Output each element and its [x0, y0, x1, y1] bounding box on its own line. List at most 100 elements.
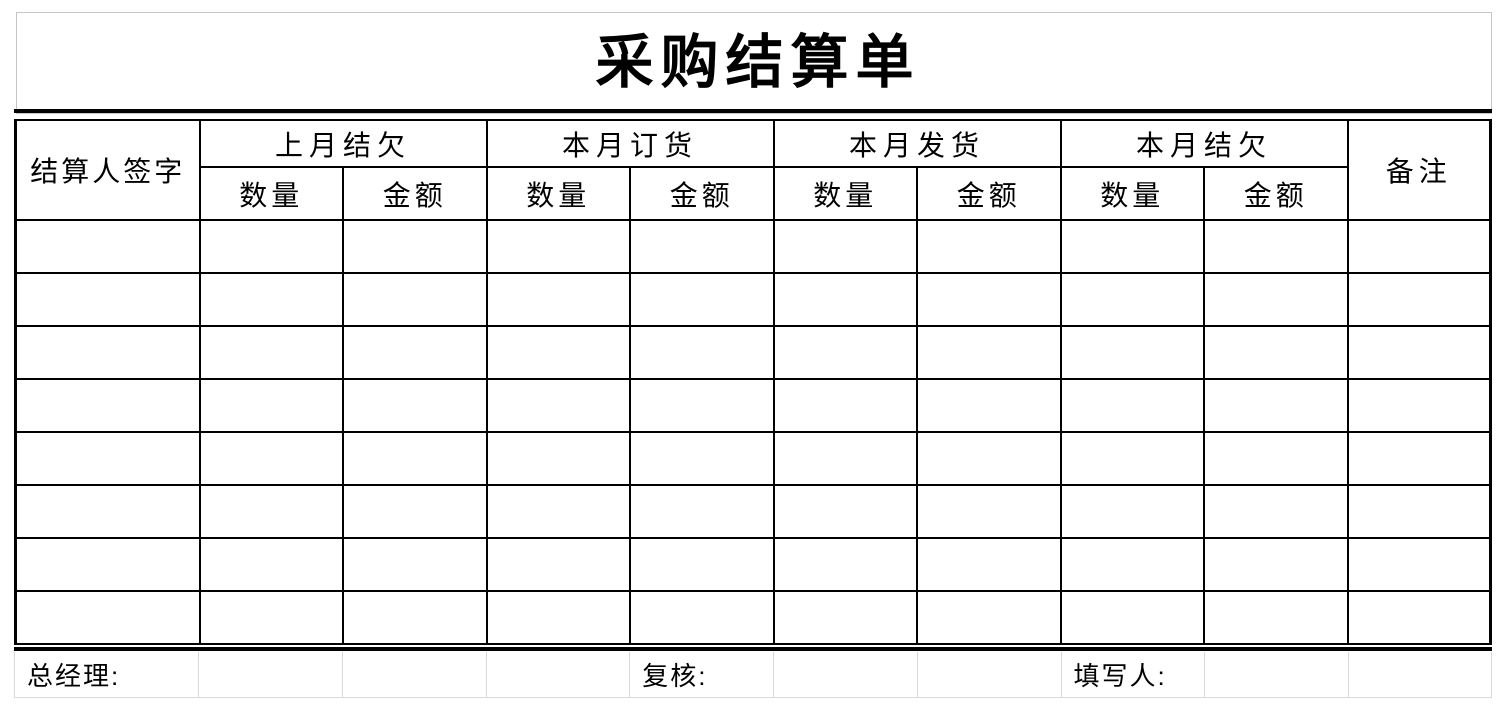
empty-cell — [1203, 219, 1349, 274]
empty-cell — [14, 590, 201, 645]
empty-cell — [629, 325, 775, 380]
empty-cell — [1059, 378, 1205, 433]
empty-cell — [916, 378, 1062, 433]
header-group-month-balance: 本月结欠 — [1059, 119, 1349, 168]
empty-cell — [1059, 272, 1205, 327]
empty-cell — [1203, 537, 1349, 592]
header-group-last-month-balance: 上月结欠 — [198, 119, 488, 168]
empty-cell — [916, 431, 1062, 486]
header-quantity: 数量 — [485, 166, 631, 221]
empty-cell — [772, 590, 918, 645]
empty-cell — [14, 484, 201, 539]
empty-cell — [772, 431, 918, 486]
empty-cell — [14, 537, 201, 592]
empty-cell — [629, 219, 775, 274]
table-bottom-rule — [14, 647, 1492, 651]
empty-cell — [342, 484, 488, 539]
empty-cell — [1346, 590, 1492, 645]
table-row — [14, 272, 1492, 327]
empty-cell — [14, 219, 201, 274]
table-row — [14, 219, 1492, 274]
empty-cell — [1346, 484, 1492, 539]
empty-cell — [198, 219, 344, 274]
header-group-month-orders: 本月订货 — [485, 119, 775, 168]
signature-cell — [341, 652, 487, 698]
signature-cell — [485, 652, 631, 698]
header-signer: 结算人签字 — [14, 119, 201, 221]
table-row — [14, 537, 1492, 592]
header-amount: 金额 — [916, 166, 1062, 221]
table-row — [14, 484, 1492, 539]
signature-strip: 总经理: 复核: 填写人: — [14, 652, 1492, 698]
empty-cell — [772, 537, 918, 592]
settlement-table: 结算人签字 上月结欠 本月订货 本月发货 本月结欠 备注 数量 金额 数量 金额… — [14, 119, 1492, 645]
title-box: 采购结算单 — [16, 12, 1492, 114]
empty-cell — [629, 378, 775, 433]
empty-cell — [1059, 484, 1205, 539]
general-manager-cell: 总经理: — [14, 652, 199, 698]
empty-cell — [1346, 378, 1492, 433]
empty-cell — [1203, 378, 1349, 433]
empty-cell — [629, 537, 775, 592]
header-amount: 金额 — [342, 166, 488, 221]
empty-cell — [198, 325, 344, 380]
empty-cell — [916, 219, 1062, 274]
empty-cell — [916, 272, 1062, 327]
table-row — [14, 590, 1492, 645]
table-row — [14, 378, 1492, 433]
header-quantity: 数量 — [772, 166, 918, 221]
empty-cell — [916, 590, 1062, 645]
empty-cell — [629, 590, 775, 645]
empty-cell — [342, 431, 488, 486]
empty-cell — [772, 378, 918, 433]
signature-cell — [1204, 652, 1349, 698]
empty-cell — [485, 325, 631, 380]
table-body — [14, 219, 1492, 645]
empty-cell — [198, 378, 344, 433]
empty-cell — [916, 484, 1062, 539]
empty-cell — [772, 272, 918, 327]
empty-cell — [1346, 325, 1492, 380]
empty-cell — [198, 272, 344, 327]
table-row — [14, 431, 1492, 486]
empty-cell — [342, 325, 488, 380]
header-amount: 金额 — [1203, 166, 1349, 221]
empty-cell — [485, 272, 631, 327]
empty-cell — [342, 590, 488, 645]
empty-cell — [485, 590, 631, 645]
empty-cell — [1059, 537, 1205, 592]
empty-cell — [198, 484, 344, 539]
empty-cell — [1203, 272, 1349, 327]
empty-cell — [772, 219, 918, 274]
empty-cell — [1203, 590, 1349, 645]
empty-cell — [629, 272, 775, 327]
empty-cell — [1059, 590, 1205, 645]
empty-cell — [1059, 219, 1205, 274]
header-quantity: 数量 — [1059, 166, 1205, 221]
empty-cell — [1059, 325, 1205, 380]
empty-cell — [1203, 431, 1349, 486]
empty-cell — [1059, 431, 1205, 486]
empty-cell — [772, 325, 918, 380]
empty-cell — [916, 325, 1062, 380]
table-top-rule — [14, 109, 1492, 113]
header-remarks: 备注 — [1346, 119, 1492, 221]
empty-cell — [342, 219, 488, 274]
header-amount: 金额 — [629, 166, 775, 221]
header-sub-row: 数量 金额 数量 金额 数量 金额 数量 金额 — [16, 166, 1491, 221]
signature-cell — [198, 652, 343, 698]
empty-cell — [14, 272, 201, 327]
signature-cell — [773, 652, 918, 698]
empty-cell — [485, 537, 631, 592]
signature-cell — [916, 652, 1062, 698]
empty-cell — [342, 272, 488, 327]
reviewer-cell: 复核: — [629, 652, 774, 698]
page-title: 采购结算单 — [595, 30, 921, 95]
reviewer-label: 复核: — [642, 661, 708, 691]
empty-cell — [485, 378, 631, 433]
empty-cell — [916, 537, 1062, 592]
table-row — [14, 325, 1492, 380]
empty-cell — [198, 590, 344, 645]
empty-cell — [14, 431, 201, 486]
header-quantity: 数量 — [198, 166, 344, 221]
